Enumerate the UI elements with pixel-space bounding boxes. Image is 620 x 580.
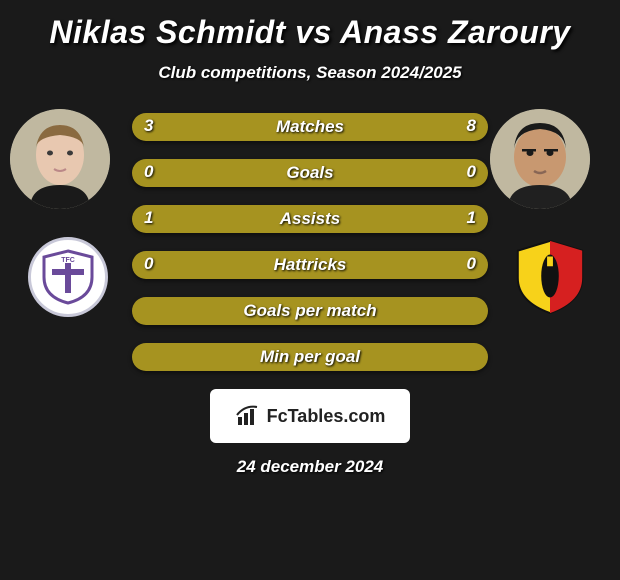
stat-bar-hattricks: 0 Hattricks 0 [132, 251, 488, 279]
player-right-avatar [490, 109, 590, 209]
brand-logo-box: FcTables.com [210, 389, 410, 443]
stat-bar-assists: 1 Assists 1 [132, 205, 488, 233]
stat-right-value: 8 [467, 116, 476, 136]
stat-bar-goals-per-match: Goals per match [132, 297, 488, 325]
stat-bar-matches: 3 Matches 8 [132, 113, 488, 141]
club-left-crest-icon: TFC [38, 247, 98, 307]
stat-label: Goals [286, 163, 333, 183]
player-left-head-icon [10, 109, 110, 209]
stat-left-value: 0 [144, 254, 153, 274]
player-left-avatar [10, 109, 110, 209]
stat-bar-goals: 0 Goals 0 [132, 159, 488, 187]
date-line: 24 december 2024 [0, 457, 620, 477]
stat-right-value: 0 [467, 254, 476, 274]
comparison-container: TFC 3 Matches 8 0 Goals 0 1 Assists 1 0 … [0, 109, 620, 477]
stat-right-value: 0 [467, 162, 476, 182]
brand-chart-icon [235, 403, 261, 429]
player-right-head-icon [490, 109, 590, 209]
stat-label: Matches [276, 117, 344, 137]
stat-label: Assists [280, 209, 340, 229]
stat-label: Min per goal [260, 347, 360, 367]
club-right-badge [510, 237, 590, 317]
brand-text: FcTables.com [267, 406, 386, 427]
stat-label: Goals per match [243, 301, 376, 321]
club-left-badge: TFC [28, 237, 108, 317]
stat-bar-min-per-goal: Min per goal [132, 343, 488, 371]
stat-left-value: 0 [144, 162, 153, 182]
stat-right-value: 1 [467, 208, 476, 228]
stat-label: Hattricks [274, 255, 347, 275]
stat-left-value: 1 [144, 208, 153, 228]
subtitle: Club competitions, Season 2024/2025 [0, 63, 620, 83]
svg-text:TFC: TFC [61, 257, 75, 264]
club-right-crest-icon [510, 236, 590, 318]
stat-bars: 3 Matches 8 0 Goals 0 1 Assists 1 0 Hatt… [132, 109, 488, 371]
page-title: Niklas Schmidt vs Anass Zaroury [0, 0, 620, 51]
stat-left-value: 3 [144, 116, 153, 136]
